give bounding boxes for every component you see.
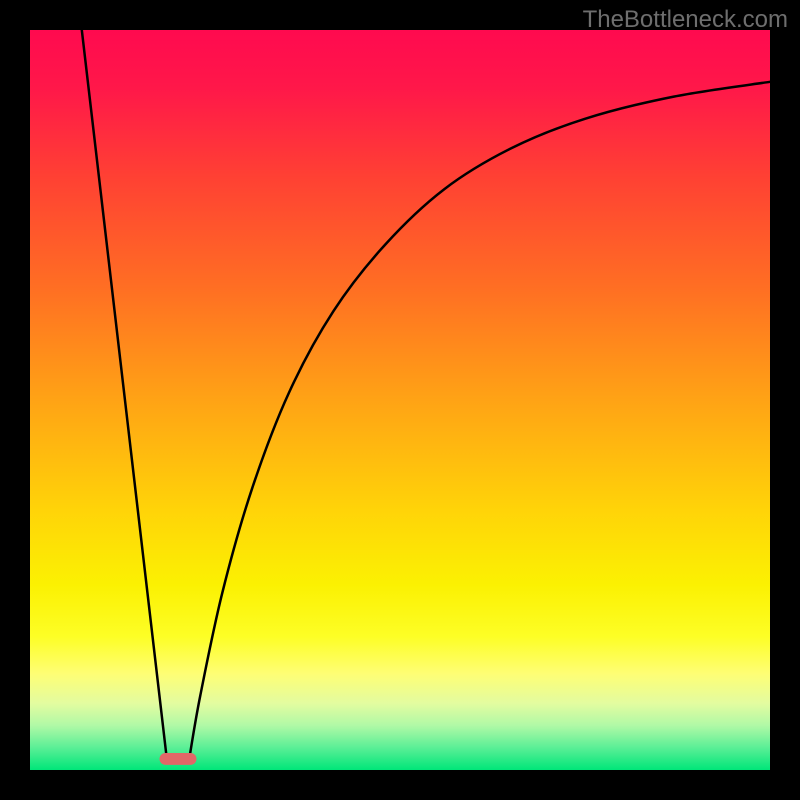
bottleneck-chart [0, 0, 800, 800]
watermark-text: TheBottleneck.com [583, 6, 788, 34]
plot-area [30, 30, 770, 770]
optimal-marker [160, 753, 197, 765]
chart-svg [0, 0, 800, 800]
